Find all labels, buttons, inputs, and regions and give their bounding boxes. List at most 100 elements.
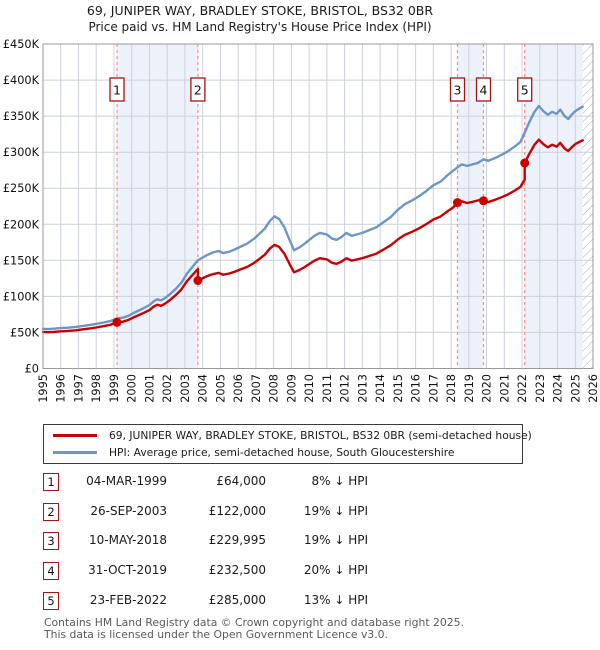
transaction-row-5: 5 23-FEB-2022 £285,000 13% ↓ HPI [43, 591, 563, 612]
footer-line-2: This data is licensed under the Open Gov… [44, 627, 388, 641]
sale-point [112, 317, 122, 327]
x-axis-label: 2004 [197, 374, 210, 403]
transaction-vs-hpi: 20% ↓ HPI [303, 563, 368, 578]
x-axis-label: 2012 [339, 374, 352, 403]
transaction-price: £285,000 [208, 592, 266, 607]
x-axis-label: 1995 [37, 374, 50, 403]
legend-entry-hpi: HPI: Average price, semi-detached house,… [44, 444, 522, 461]
y-axis-label: £200K [3, 218, 40, 231]
transaction-vs-hpi: 19% ↓ HPI [303, 503, 368, 518]
x-axis-label: 2005 [214, 374, 227, 403]
x-axis-label: 1999 [108, 374, 121, 403]
x-axis-label: 2001 [144, 374, 157, 403]
x-axis-label: 2020 [481, 374, 494, 403]
transaction-number: 1 [43, 473, 59, 491]
x-axis-label: 2022 [516, 374, 529, 403]
y-axis-label: £250K [3, 182, 40, 195]
y-axis-label: £100K [3, 290, 40, 303]
transaction-number: 5 [43, 591, 59, 610]
chart-header: 69, JUNIPER WAY, BRADLEY STOKE, BRISTOL,… [0, 3, 520, 35]
sale-point [453, 198, 462, 208]
sale-marker-box [475, 77, 492, 102]
sale-marker-number: 5 [521, 83, 529, 98]
future-hatch [582, 44, 593, 369]
x-axis-label: 2016 [410, 374, 423, 403]
transaction-vs-hpi: 13% ↓ HPI [303, 592, 368, 607]
x-axis-label: 2010 [303, 374, 316, 403]
transaction-vs-hpi: 8% ↓ HPI [311, 474, 368, 488]
y-axis-label: £400K [3, 74, 40, 87]
x-axis-label: 2023 [534, 374, 547, 403]
x-axis-label: 2014 [374, 374, 387, 403]
y-axis-label: £0 [25, 363, 39, 376]
transaction-price: £64,000 [216, 474, 266, 488]
x-axis-label: 2018 [445, 374, 458, 403]
y-axis-label: £350K [3, 110, 40, 123]
page-subtitle: Price paid vs. HM Land Registry's House … [88, 20, 432, 34]
y-axis-label: £50K [10, 326, 40, 339]
transaction-date: 31-OCT-2019 [88, 563, 167, 578]
x-axis-label: 2011 [321, 374, 334, 403]
page-title: 69, JUNIPER WAY, BRADLEY STOKE, BRISTOL,… [86, 3, 434, 18]
x-axis-label: 2007 [250, 374, 263, 403]
x-axis-label: 2009 [285, 374, 298, 403]
x-axis-label: 2000 [126, 374, 139, 403]
transaction-number: 3 [43, 532, 59, 551]
ownership-band [524, 44, 583, 369]
y-axis-label: £450K [3, 38, 40, 51]
sale-marker-box [109, 77, 125, 102]
property-line-swatch [53, 434, 97, 437]
x-axis-label: 1998 [90, 374, 103, 403]
license-footer: Contains HM Land Registry data © Crown c… [44, 617, 464, 641]
transaction-row-3: 3 10-MAY-2018 £229,995 19% ↓ HPI [43, 532, 563, 552]
x-axis-label: 2015 [392, 374, 405, 403]
sale-point [479, 196, 488, 206]
x-axis-label: 2024 [552, 374, 565, 403]
sale-marker-box [449, 77, 466, 102]
transaction-date: 26-SEP-2003 [90, 503, 167, 518]
y-axis-label: £300K [3, 146, 40, 159]
transaction-price: £122,000 [208, 503, 266, 518]
transaction-row-2: 2 26-SEP-2003 £122,000 19% ↓ HPI [43, 502, 563, 523]
sale-marker-box [190, 77, 206, 102]
x-axis-label: 1996 [55, 374, 68, 403]
sale-point [520, 158, 530, 168]
x-axis-label: 2008 [268, 374, 281, 403]
transaction-number: 4 [43, 562, 59, 581]
transaction-date: 23-FEB-2022 [89, 592, 167, 607]
property-line [41, 138, 584, 334]
x-axis-label: 1997 [73, 374, 86, 403]
x-axis-label: 2021 [498, 374, 511, 403]
transaction-row-4: 4 31-OCT-2019 £232,500 20% ↓ HPI [43, 562, 563, 582]
transaction-row-1: 1 04-MAR-1999 £64,000 8% ↓ HPI [43, 473, 563, 493]
sale-point [193, 276, 203, 285]
hpi-line [41, 104, 584, 331]
x-axis-label: 2013 [356, 374, 369, 403]
x-axis-label: 2019 [463, 374, 476, 403]
x-axis-label: 2003 [179, 374, 192, 403]
x-axis-label: 2006 [232, 374, 245, 403]
hpi-line-swatch [53, 451, 97, 454]
transaction-vs-hpi: 19% ↓ HPI [303, 533, 368, 548]
sale-marker-number: 3 [454, 83, 462, 98]
sale-marker-number: 2 [194, 83, 202, 98]
transaction-price: £229,995 [208, 533, 266, 548]
x-axis-label: 2002 [161, 374, 174, 403]
transaction-table: 1 04-MAR-1999 £64,000 8% ↓ HPI 2 26-SEP-2003 £… [43, 473, 563, 618]
transaction-price: £232,500 [208, 563, 266, 578]
transaction-number: 2 [43, 502, 59, 521]
y-axis-label: £150K [3, 254, 40, 267]
transaction-date: 04-MAR-1999 [86, 474, 167, 488]
x-axis-label: 2025 [569, 374, 582, 403]
chart-legend: 69, JUNIPER WAY, BRADLEY STOKE, BRISTOL,… [43, 424, 532, 464]
legend-label-property: 69, JUNIPER WAY, BRADLEY STOKE, BRISTOL,… [109, 429, 532, 442]
transaction-date: 10-MAY-2018 [88, 533, 167, 548]
footer-line-1: Contains HM Land Registry data © Crown c… [44, 616, 464, 629]
x-axis-label: 2026 [587, 374, 600, 403]
sale-marker-number: 4 [480, 83, 488, 98]
legend-label-hpi: HPI: Average price, semi-detached house,… [109, 446, 455, 459]
price-chart: 1 2 3 4 5 £450K £400K £350K £300K £250K £200K £150K… [3, 38, 600, 403]
x-axis-label: 2017 [427, 374, 440, 403]
sale-marker-box [517, 77, 533, 102]
sale-marker-number: 1 [113, 83, 121, 98]
